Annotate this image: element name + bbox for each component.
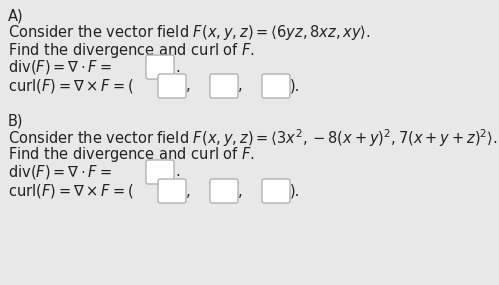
Text: Consider the vector field $F(x, y, z) = \langle 3x^2, -8(x+y)^2, 7(x+y+z)^2\rang: Consider the vector field $F(x, y, z) = … — [8, 127, 498, 149]
Text: .: . — [175, 60, 180, 74]
Text: curl$(F) = \nabla \times F = ($: curl$(F) = \nabla \times F = ($ — [8, 77, 134, 95]
FancyBboxPatch shape — [146, 55, 174, 79]
FancyBboxPatch shape — [210, 74, 238, 98]
Text: Find the divergence and curl of $F$.: Find the divergence and curl of $F$. — [8, 40, 255, 60]
Text: A): A) — [8, 9, 23, 23]
FancyBboxPatch shape — [158, 179, 186, 203]
FancyBboxPatch shape — [262, 74, 290, 98]
Text: ,: , — [238, 184, 243, 198]
Text: B): B) — [8, 113, 23, 129]
FancyBboxPatch shape — [262, 179, 290, 203]
Text: curl$(F) = \nabla \times F = ($: curl$(F) = \nabla \times F = ($ — [8, 182, 134, 200]
FancyBboxPatch shape — [210, 179, 238, 203]
Text: .: . — [175, 164, 180, 180]
FancyBboxPatch shape — [158, 74, 186, 98]
Text: Consider the vector field $F(x, y, z) = \langle 6yz, 8xz, xy\rangle$.: Consider the vector field $F(x, y, z) = … — [8, 23, 371, 42]
Text: Find the divergence and curl of $F$.: Find the divergence and curl of $F$. — [8, 146, 255, 164]
Text: ,: , — [186, 184, 191, 198]
Text: div$(F) = \nabla \cdot F = $: div$(F) = \nabla \cdot F = $ — [8, 58, 112, 76]
Text: ,: , — [238, 78, 243, 93]
FancyBboxPatch shape — [146, 160, 174, 184]
Text: ).: ). — [290, 184, 300, 198]
Text: ).: ). — [290, 78, 300, 93]
Text: ,: , — [186, 78, 191, 93]
Text: div$(F) = \nabla \cdot F = $: div$(F) = \nabla \cdot F = $ — [8, 163, 112, 181]
